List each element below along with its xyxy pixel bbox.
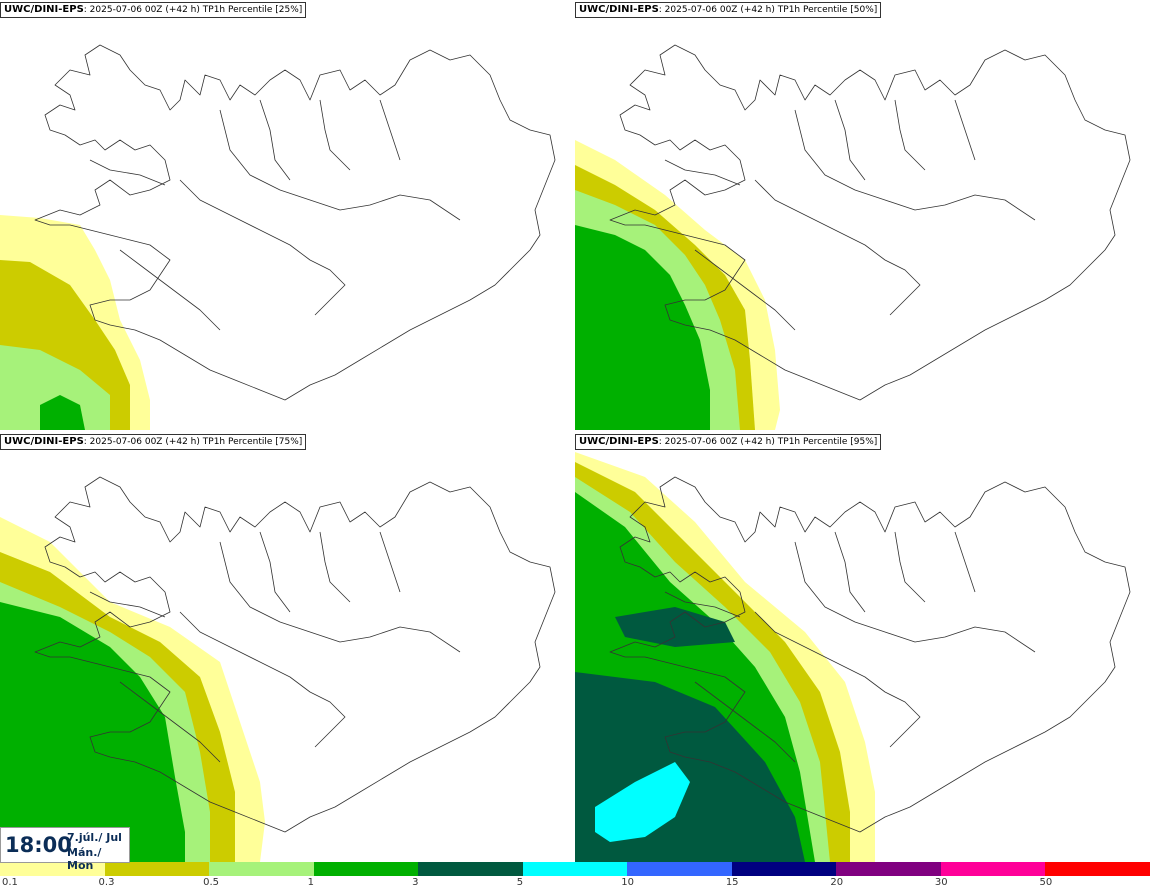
legend-swatch — [418, 862, 524, 876]
legend-swatch — [627, 862, 733, 876]
precip-map — [0, 476, 556, 862]
legend-tick: 5 — [516, 877, 524, 888]
precip-very-heavy — [615, 607, 735, 647]
legend-swatch — [313, 862, 420, 876]
legend-tick: 10 — [621, 877, 634, 888]
legend-swatch — [0, 862, 106, 876]
precip-heavy — [0, 602, 185, 862]
legend-tick: 15 — [725, 877, 739, 888]
legend-tick: 3 — [412, 877, 419, 888]
valid-hour: 18:00 — [5, 833, 72, 857]
map-panel-p50: UWC/DINI-EPS: 2025-07-06 00Z (+42 h) TP1… — [575, 0, 1150, 430]
legend-swatch — [731, 862, 838, 876]
precip-heavy — [40, 395, 85, 430]
precip-heavy — [575, 225, 710, 430]
valid-time-box: 18:00 7.júl./ Jul Mán./ Mon — [0, 827, 130, 872]
legend-swatch — [522, 862, 629, 876]
legend-swatch — [104, 862, 211, 876]
precip-map — [0, 44, 556, 430]
precip-map — [575, 44, 1131, 430]
precip-extreme — [595, 762, 690, 842]
legend-tick: 0.3 — [98, 877, 115, 888]
valid-weekday: Mán./ Mon — [67, 846, 102, 872]
panel-title: UWC/DINI-EPS: 2025-07-06 00Z (+42 h) TP1… — [0, 434, 307, 450]
panel-title: UWC/DINI-EPS: 2025-07-06 00Z (+42 h) TP1… — [575, 2, 882, 18]
legend-tick: 30 — [934, 877, 948, 888]
legend-tick: 0.5 — [203, 877, 219, 888]
legend-swatch — [209, 862, 315, 876]
legend-tick: 20 — [830, 877, 844, 888]
legend-swatch — [940, 862, 1047, 876]
legend-tick: 0.1 — [2, 877, 18, 888]
legend-tick: 50 — [1039, 877, 1053, 888]
precip-moderate — [0, 345, 110, 430]
map-panel-p75: UWC/DINI-EPS: 2025-07-06 00Z (+42 h) TP1… — [0, 432, 575, 862]
panel-title: UWC/DINI-EPS: 2025-07-06 00Z (+42 h) TP1… — [0, 2, 307, 18]
map-panel-p25: UWC/DINI-EPS: 2025-07-06 00Z (+42 h) TP1… — [0, 0, 575, 430]
legend-swatch — [836, 862, 942, 876]
legend-swatch — [1045, 862, 1150, 876]
panel-title: UWC/DINI-EPS: 2025-07-06 00Z (+42 h) TP1… — [575, 434, 882, 450]
valid-date: 7.júl./ Jul — [67, 831, 122, 844]
legend-tick: 1 — [307, 877, 314, 888]
color-legend: 0.1 0.3 0.5 1 3 5 10 15 20 30 50 — [0, 862, 1150, 891]
map-panel-p95: UWC/DINI-EPS: 2025-07-06 00Z (+42 h) TP1… — [575, 432, 1150, 862]
precip-map — [575, 452, 1131, 862]
